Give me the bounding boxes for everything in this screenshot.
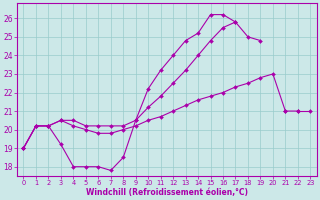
X-axis label: Windchill (Refroidissement éolien,°C): Windchill (Refroidissement éolien,°C) [86,188,248,197]
